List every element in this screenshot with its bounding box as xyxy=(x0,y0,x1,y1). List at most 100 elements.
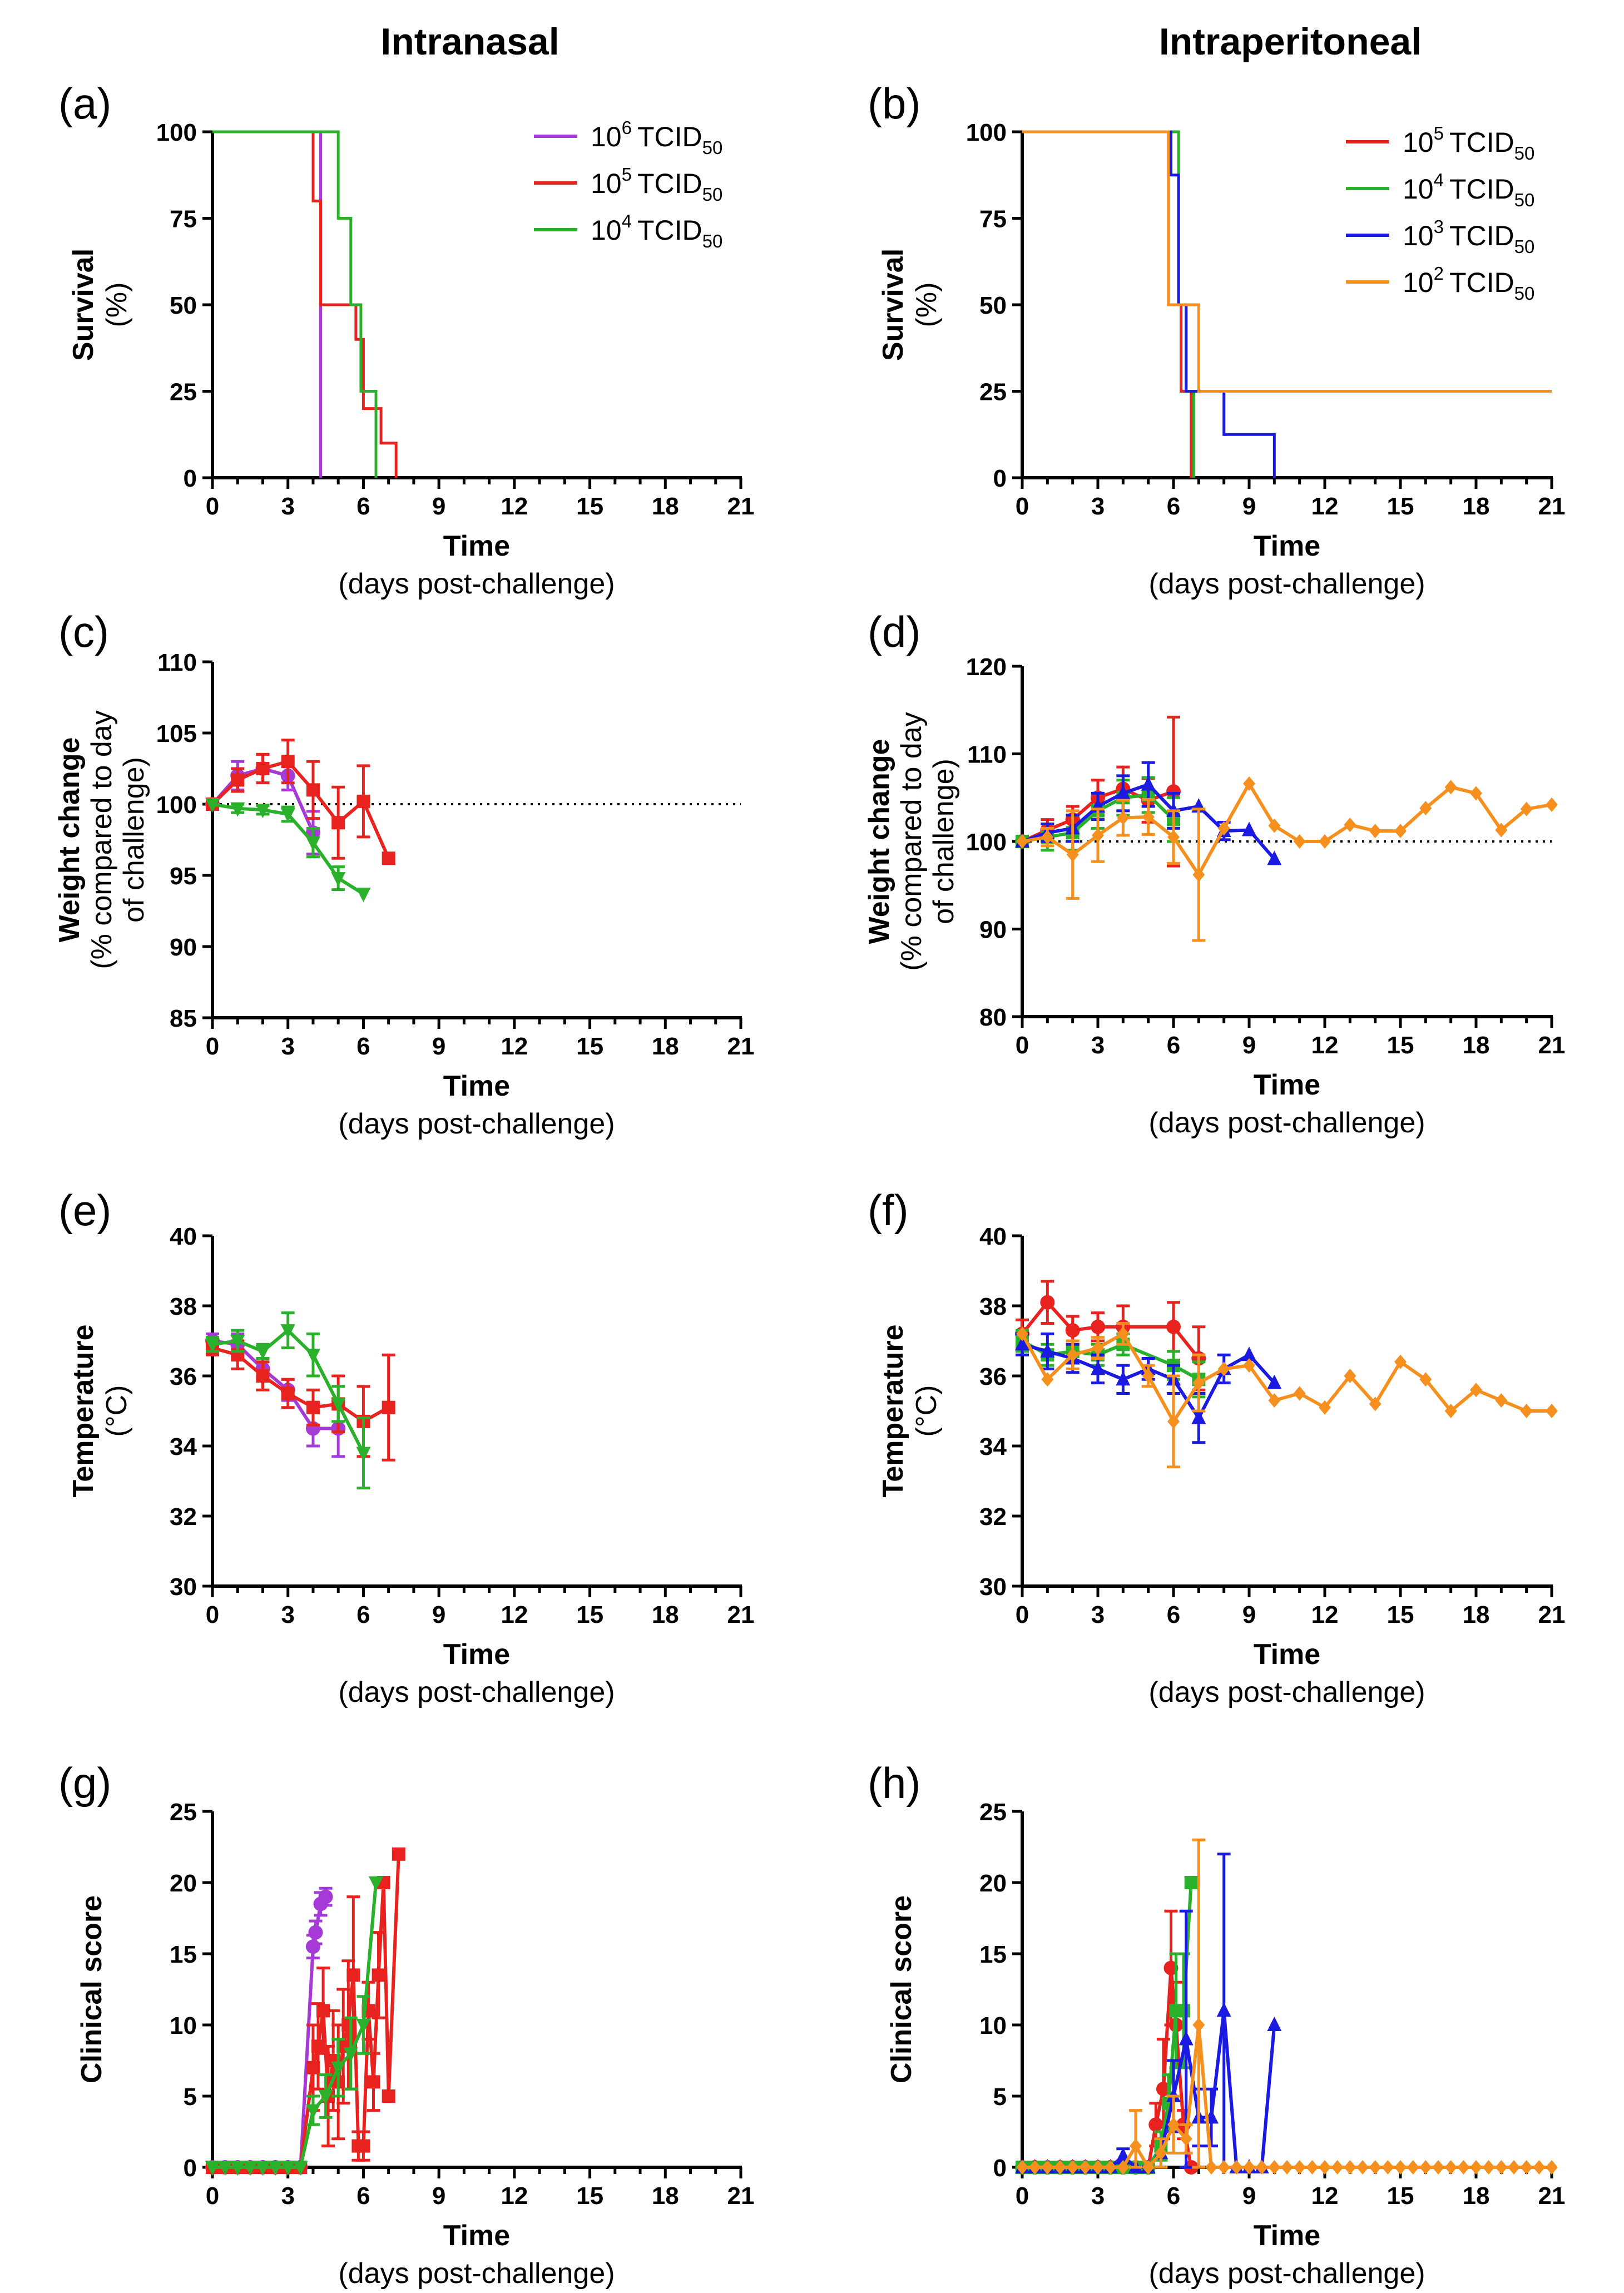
y-tick-label: 40 xyxy=(979,1223,1007,1250)
data-point xyxy=(1016,2160,1028,2175)
series-line xyxy=(212,130,378,478)
y-tick-label: 25 xyxy=(979,1799,1007,1826)
data-point xyxy=(1482,2160,1495,2175)
x-tick-label: 18 xyxy=(652,1601,679,1628)
panel-b: (b) 0 25 50 75 100 0 3 6 9 12 15 18 21 Time (days post-… xyxy=(868,79,1565,600)
y-tick-label: 110 xyxy=(157,649,197,676)
x-tick-label: 9 xyxy=(432,2182,445,2210)
data-point xyxy=(1533,2160,1546,2175)
data-point xyxy=(1243,776,1255,791)
data-point xyxy=(331,816,345,830)
data-point xyxy=(280,1324,295,1339)
x-tick-label: 0 xyxy=(1016,493,1029,520)
data-point xyxy=(1520,1404,1533,1418)
data-point xyxy=(305,1349,320,1364)
x-tick-label: 9 xyxy=(1242,1601,1256,1628)
x-tick-label: 0 xyxy=(206,2182,219,2210)
x-axis-subtitle: (days post-challenge) xyxy=(1148,2257,1425,2290)
legend-label: 104 TCID50 xyxy=(591,211,722,251)
data-point xyxy=(1508,2160,1520,2175)
data-point xyxy=(1205,2160,1217,2175)
y-tick-label: 30 xyxy=(979,1573,1007,1601)
data-point xyxy=(1444,2160,1457,2175)
data-point xyxy=(1356,2160,1369,2175)
data-point xyxy=(231,773,245,787)
y-tick-label: 20 xyxy=(170,1870,197,1897)
y-axis-subtitle: (°C) xyxy=(910,1385,943,1437)
x-tick-label: 3 xyxy=(281,493,294,520)
legend-label: 106 TCID50 xyxy=(591,117,722,158)
data-point xyxy=(1130,2138,1142,2153)
series-2 xyxy=(1022,130,1276,478)
x-tick-label: 18 xyxy=(1463,1032,1490,1059)
data-point xyxy=(1066,847,1079,862)
data-point xyxy=(1242,821,1256,836)
legend-a: 106 TCID50 105 TCID50 104 TCID50 xyxy=(534,117,722,251)
x-tick-label: 12 xyxy=(501,1033,528,1060)
y-tick-label: 105 xyxy=(156,720,197,747)
data-point xyxy=(1116,785,1131,800)
x-axis-subtitle: (days post-challenge) xyxy=(1148,1107,1425,1139)
data-point xyxy=(1457,2160,1470,2175)
x-tick-label: 6 xyxy=(357,1033,370,1060)
data-point xyxy=(1495,1393,1508,1408)
x-axis-subtitle: (days post-challenge) xyxy=(1148,1676,1425,1708)
data-point xyxy=(308,1925,323,1940)
data-point xyxy=(1255,2160,1268,2175)
data-point xyxy=(1268,1393,1281,1408)
series-line xyxy=(1022,2010,1276,2169)
x-tick-label: 0 xyxy=(206,1601,219,1628)
y-tick-label: 36 xyxy=(170,1363,197,1390)
panel-label-c: (c) xyxy=(58,607,109,656)
y-tick-label: 90 xyxy=(170,934,197,961)
data-point xyxy=(205,1338,220,1353)
y-axis-subtitle: (%) xyxy=(910,283,943,328)
y-tick-label: 34 xyxy=(979,1433,1007,1460)
y-axis-title: Clinical score xyxy=(885,1895,918,2083)
y-tick-label: 0 xyxy=(184,465,197,492)
y-tick-label: 100 xyxy=(156,791,197,819)
data-point xyxy=(281,1386,295,1400)
y-axis-subtitle: (% compared to day xyxy=(86,710,118,969)
data-point xyxy=(1444,780,1457,795)
data-point xyxy=(1092,828,1104,843)
data-point xyxy=(255,2161,270,2176)
data-point xyxy=(1319,1400,1331,1415)
data-point xyxy=(1344,1369,1356,1383)
data-point xyxy=(372,1968,385,1982)
x-tick-label: 21 xyxy=(1538,1032,1566,1059)
x-tick-label: 3 xyxy=(1091,1601,1105,1628)
data-point xyxy=(1369,2160,1382,2175)
legend-label: 103 TCID50 xyxy=(1403,216,1534,257)
x-tick-label: 9 xyxy=(432,493,445,520)
x-axis-title: Time xyxy=(443,530,510,562)
data-point xyxy=(1015,1336,1029,1351)
data-point xyxy=(268,2161,283,2176)
y-tick-label: 5 xyxy=(993,2083,1007,2111)
series-2 xyxy=(205,1311,371,1490)
data-point xyxy=(1293,1386,1306,1401)
series-line xyxy=(1022,130,1193,478)
x-tick-label: 15 xyxy=(1387,1032,1414,1059)
x-axis-subtitle: (days post-challenge) xyxy=(338,568,615,600)
y-tick-label: 38 xyxy=(979,1293,1007,1320)
data-point xyxy=(1142,2160,1155,2175)
data-point xyxy=(1470,1383,1482,1398)
data-point xyxy=(1191,1409,1206,1424)
y-axis-title: Weight change xyxy=(863,739,895,944)
panel-label-f: (f) xyxy=(868,1186,909,1235)
series-0 xyxy=(212,130,322,478)
data-point xyxy=(1293,2160,1306,2175)
data-point xyxy=(230,802,245,817)
x-tick-label: 3 xyxy=(281,1033,294,1060)
data-point xyxy=(1028,2160,1041,2175)
panel-label-g: (g) xyxy=(58,1759,111,1807)
data-point xyxy=(1148,2117,1163,2132)
y-tick-label: 5 xyxy=(184,2083,197,2111)
series-3 xyxy=(1016,776,1558,942)
y-tick-label: 25 xyxy=(170,1799,197,1826)
x-tick-label: 3 xyxy=(281,2182,294,2210)
data-point xyxy=(1394,824,1407,839)
x-tick-label: 6 xyxy=(1167,1601,1180,1628)
data-point xyxy=(1041,830,1054,845)
